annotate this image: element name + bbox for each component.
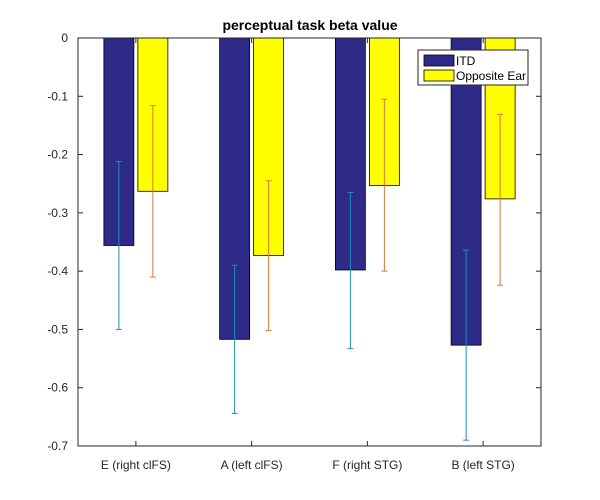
y-tick-label: -0.5 [47, 322, 68, 336]
legend: ITD Opposite Ear [417, 49, 529, 86]
y-tick-label: -0.7 [47, 439, 68, 453]
chart-title: perceptual task beta value [222, 17, 397, 33]
legend-swatch-itd [423, 54, 455, 67]
legend-label-itd: ITD [456, 54, 476, 68]
x-tick-label: B (left STG) [451, 458, 514, 472]
y-tick-label: -0.3 [47, 206, 68, 220]
y-tick-label: -0.4 [47, 264, 68, 278]
y-tick-label: -0.1 [47, 89, 68, 103]
y-tick-label: -0.6 [47, 381, 68, 395]
y-tick-label: -0.2 [47, 148, 68, 162]
x-tick-label: A (left clFS) [221, 458, 283, 472]
legend-label-opposite-ear: Opposite Ear [456, 69, 526, 83]
plot-frame [77, 37, 542, 447]
y-tick-label: 0 [61, 31, 68, 45]
x-tick-label: E (right clFS) [101, 458, 171, 472]
axes: E (right clFS) A (left clFS) F (right STG)… [47, 31, 542, 472]
error-bars-layer [115, 98, 504, 441]
bars-layer [103, 37, 516, 346]
x-tick-label: F (right STG) [332, 458, 402, 472]
legend-swatch-opposite-ear [423, 69, 455, 82]
